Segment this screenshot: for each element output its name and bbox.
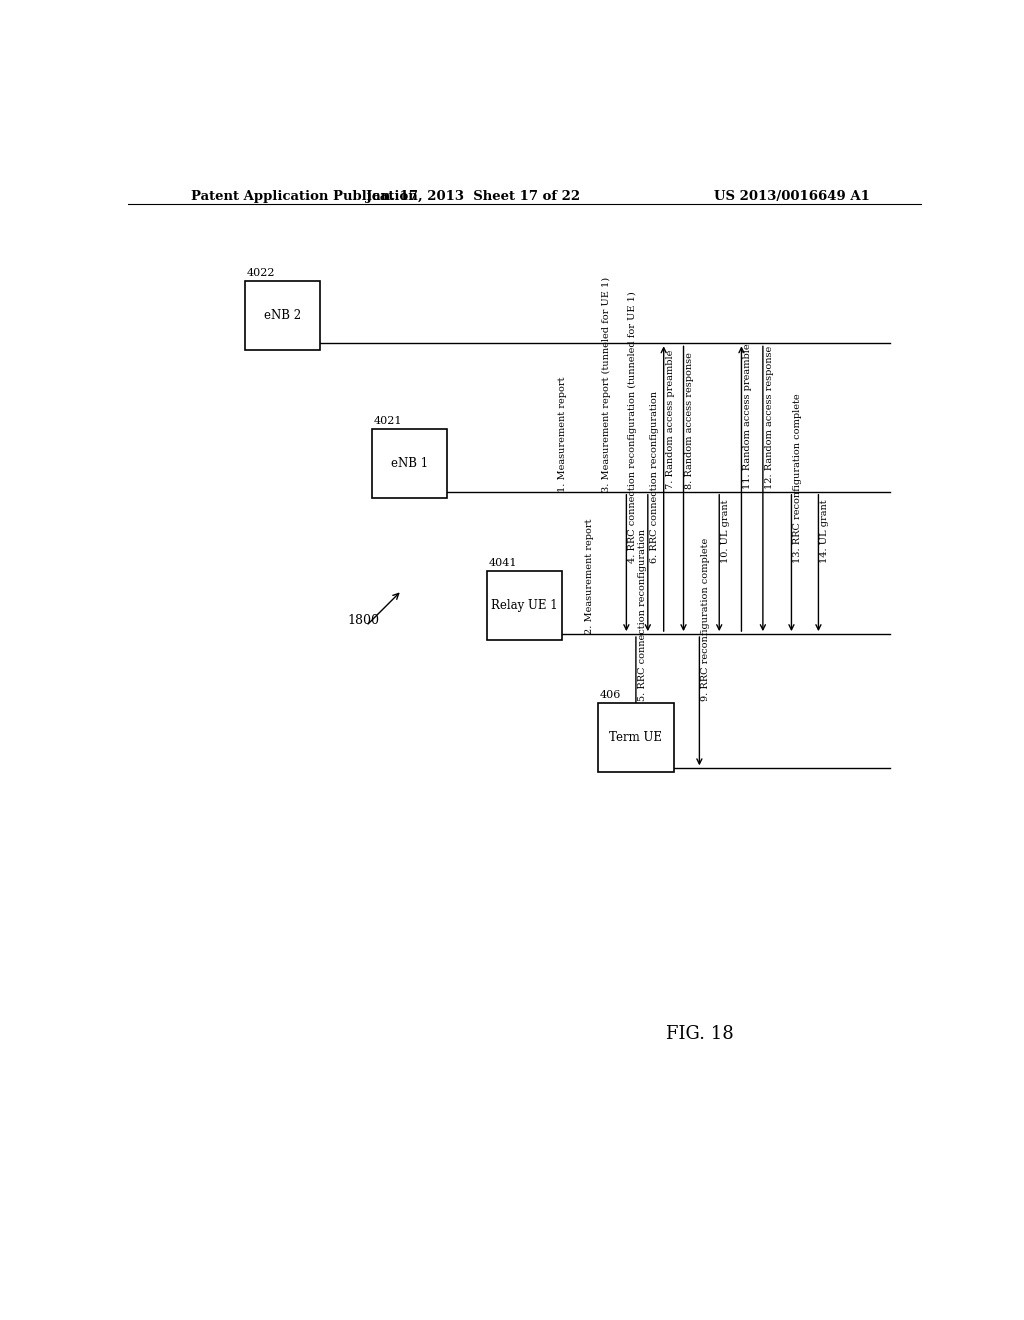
FancyBboxPatch shape [598,704,674,772]
Text: 4022: 4022 [247,268,275,279]
Text: 4. RRC connection reconfiguration (tunneled for UE 1): 4. RRC connection reconfiguration (tunne… [628,292,637,562]
Text: 406: 406 [600,690,622,700]
Text: 6. RRC connection reconfiguration: 6. RRC connection reconfiguration [649,391,658,562]
Text: 4041: 4041 [488,558,517,568]
Text: 7. Random access preamble: 7. Random access preamble [666,350,675,488]
Text: 2. Measurement report: 2. Measurement report [585,519,594,634]
Text: 12. Random access response: 12. Random access response [765,346,774,488]
Text: 9. RRC reconfiguration complete: 9. RRC reconfiguration complete [701,539,711,701]
FancyBboxPatch shape [372,429,447,498]
Text: 1800: 1800 [348,614,380,627]
Text: 11. Random access preamble: 11. Random access preamble [743,343,753,488]
Text: eNB 1: eNB 1 [391,457,428,470]
Text: 8. Random access response: 8. Random access response [685,352,694,488]
Text: 13. RRC reconfiguration complete: 13. RRC reconfiguration complete [794,393,802,562]
Text: 1. Measurement report: 1. Measurement report [558,376,567,492]
Text: 10. UL grant: 10. UL grant [721,499,730,562]
Text: Jan. 17, 2013  Sheet 17 of 22: Jan. 17, 2013 Sheet 17 of 22 [367,190,581,203]
Text: US 2013/0016649 A1: US 2013/0016649 A1 [714,190,870,203]
Text: 14. UL grant: 14. UL grant [820,499,829,562]
Text: 5. RRC connection reconfiguration: 5. RRC connection reconfiguration [638,529,647,701]
FancyBboxPatch shape [487,572,562,640]
Text: eNB 2: eNB 2 [264,309,301,322]
Text: FIG. 18: FIG. 18 [666,1024,733,1043]
Text: Relay UE 1: Relay UE 1 [492,599,558,612]
FancyBboxPatch shape [245,281,321,351]
Text: Term UE: Term UE [609,731,663,744]
Text: Patent Application Publication: Patent Application Publication [191,190,418,203]
Text: 4021: 4021 [374,416,402,426]
Text: 3. Measurement report (tunneled for UE 1): 3. Measurement report (tunneled for UE 1… [602,277,611,492]
